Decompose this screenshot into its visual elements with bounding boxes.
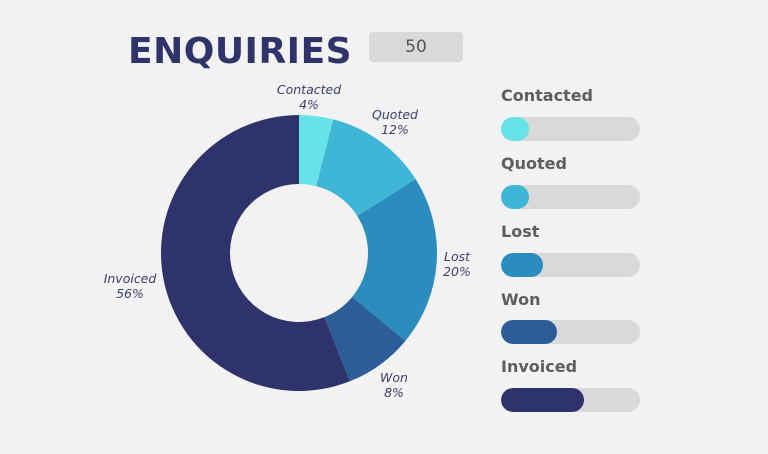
progress-fill-contacted xyxy=(501,117,529,141)
total-count-box: 50 xyxy=(369,32,463,62)
legend-label-lost: Lost xyxy=(501,222,540,241)
slice-label-won: Won 8% xyxy=(380,370,408,400)
progress-fill-invoiced xyxy=(501,388,585,412)
legend-label-invoiced: Invoiced xyxy=(501,357,578,376)
legend-label-won: Won xyxy=(501,290,541,309)
progress-bar-invoiced xyxy=(501,388,640,412)
progress-bar-lost xyxy=(501,253,640,277)
legend-label-quoted: Quoted xyxy=(501,154,567,173)
progress-fill-won xyxy=(501,320,557,344)
slice-label-quoted: Quoted 12% xyxy=(372,107,418,137)
donut-slice-quoted xyxy=(316,119,416,217)
donut-slice-lost xyxy=(352,179,438,341)
donut-slice-contacted xyxy=(299,115,334,187)
slice-label-contacted: Contacted 4% xyxy=(276,82,342,112)
progress-fill-quoted xyxy=(501,185,529,209)
slice-label-invoiced: Invoiced 56% xyxy=(103,271,157,301)
donut-slice-won xyxy=(324,296,406,382)
page-title: ENQUIRIES xyxy=(128,31,353,72)
progress-bar-contacted xyxy=(501,117,640,141)
progress-bar-quoted xyxy=(501,185,640,209)
legend-label-contacted: Contacted xyxy=(501,86,594,105)
slice-label-lost: Lost 20% xyxy=(443,249,471,279)
progress-bar-won xyxy=(501,320,640,344)
progress-fill-lost xyxy=(501,253,543,277)
donut-slice-invoiced xyxy=(160,115,350,391)
